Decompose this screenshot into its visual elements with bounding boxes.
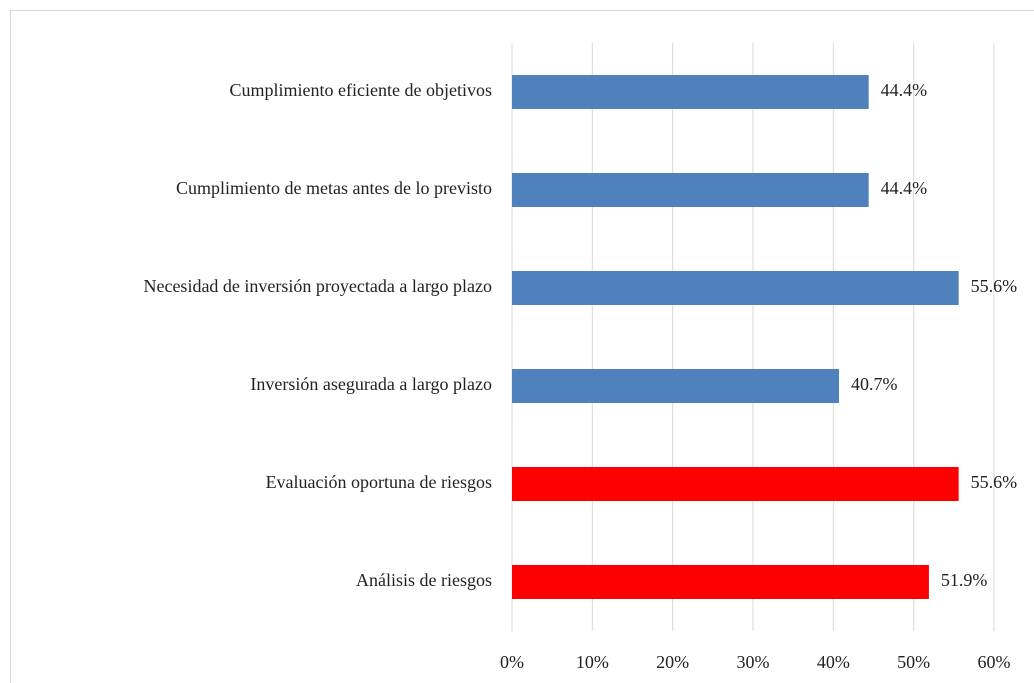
x-tick-label: 20% bbox=[656, 652, 689, 672]
data-label: 44.4% bbox=[881, 80, 928, 100]
data-label: 55.6% bbox=[971, 276, 1018, 296]
y-tick-label: Cumplimiento eficiente de objetivos bbox=[230, 80, 492, 100]
y-tick-label: Evaluación oportuna de riesgos bbox=[266, 472, 492, 492]
bar bbox=[512, 565, 929, 599]
x-tick-label: 60% bbox=[978, 652, 1011, 672]
chart-border bbox=[10, 10, 1034, 683]
data-label: 40.7% bbox=[851, 374, 898, 394]
x-tick-label: 50% bbox=[897, 652, 930, 672]
data-label: 44.4% bbox=[881, 178, 928, 198]
y-tick-label: Necesidad de inversión proyectada a larg… bbox=[143, 276, 492, 296]
bar bbox=[512, 467, 959, 501]
y-tick-label: Análisis de riesgos bbox=[356, 570, 492, 590]
x-tick-label: 10% bbox=[576, 652, 609, 672]
y-tick-label: Cumplimiento de metas antes de lo previs… bbox=[176, 178, 492, 198]
data-label: 55.6% bbox=[971, 472, 1018, 492]
data-label: 51.9% bbox=[941, 570, 988, 590]
x-tick-label: 40% bbox=[817, 652, 850, 672]
bar bbox=[512, 369, 839, 403]
y-tick-label: Inversión asegurada a largo plazo bbox=[250, 374, 492, 394]
x-tick-label: 0% bbox=[500, 652, 524, 672]
bar bbox=[512, 75, 869, 109]
bar bbox=[512, 271, 959, 305]
x-tick-label: 30% bbox=[737, 652, 770, 672]
bar bbox=[512, 173, 869, 207]
